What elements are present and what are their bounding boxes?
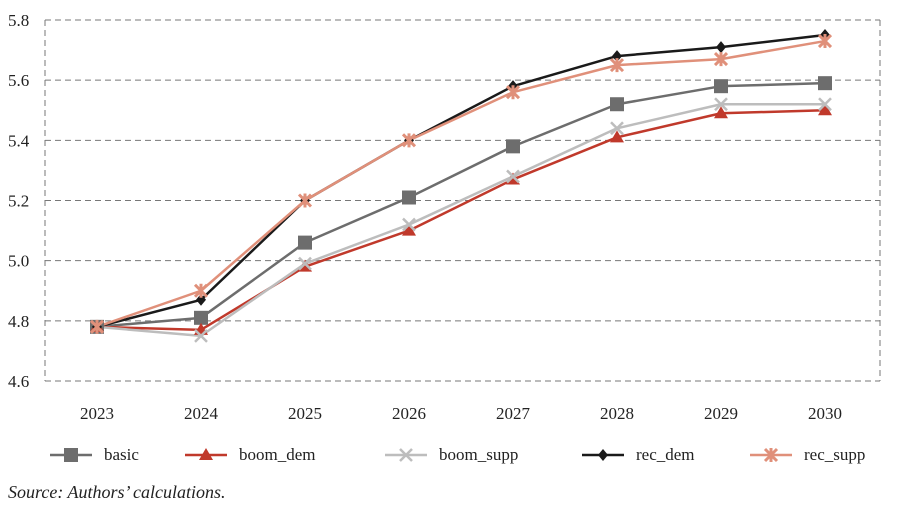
series-line-boom_supp (96, 102, 825, 338)
data-point-boom_supp (402, 217, 416, 232)
data-point-rec_supp (193, 283, 209, 298)
data-point-rec_supp (89, 319, 105, 334)
legend-item-boom_supp: boom_supp (385, 440, 518, 470)
data-point-rec_supp (609, 58, 625, 73)
y-axis-ticks: 4.6 4.8 5.0 5.2 5.4 5.6 5.8 (8, 11, 30, 391)
data-point-boom_dem (402, 223, 416, 236)
y-tick-label: 4.8 (8, 312, 29, 331)
y-tick-label: 5.4 (8, 131, 30, 150)
x-tick-label: 2024 (184, 404, 219, 423)
legend-item-rec_supp: rec_supp (750, 440, 865, 470)
data-point-rec_dem (716, 41, 726, 54)
series-line-rec_supp (96, 39, 826, 329)
x-axis-ticks: 2023 2024 2025 2026 2027 2028 2029 2030 (80, 404, 842, 423)
data-point-basic (818, 76, 832, 91)
x-tick-label: 2028 (600, 404, 634, 423)
data-point-rec_supp (297, 193, 313, 208)
series-lines (96, 33, 826, 338)
legend-item-boom_dem: boom_dem (185, 440, 316, 470)
legend-swatch-diamond-icon (582, 449, 624, 461)
series-line-rec_dem (96, 33, 826, 329)
legend-marker-boom_dem (199, 448, 213, 460)
x-tick-label: 2029 (704, 404, 738, 423)
legend-label: basic (104, 445, 139, 464)
data-point-boom_supp (298, 256, 312, 271)
data-point-boom_supp (610, 121, 624, 136)
data-point-basic (298, 235, 312, 250)
legend-label: rec_dem (636, 445, 695, 464)
legend-label: boom_dem (239, 445, 316, 464)
data-point-rec_supp (401, 133, 417, 148)
data-point-rec_supp (505, 85, 521, 100)
data-point-boom_dem (714, 106, 728, 119)
x-tick-label: 2027 (496, 404, 531, 423)
series-markers (89, 29, 833, 343)
series-line-boom_dem (96, 109, 826, 332)
legend-item-basic: basic (50, 440, 139, 470)
y-tick-label: 5.0 (8, 252, 29, 271)
source-note: Source: Authors’ calculations. (8, 482, 226, 502)
x-tick-label: 2023 (80, 404, 114, 423)
legend-swatch-triangle-icon (185, 448, 227, 460)
x-tick-label: 2025 (288, 404, 322, 423)
legend-marker-rec_dem (598, 449, 608, 461)
data-point-basic (194, 310, 208, 325)
data-point-boom_supp (506, 169, 520, 184)
legend-marker-basic (64, 448, 78, 462)
data-point-boom_dem (610, 130, 624, 143)
legend-marker-rec_supp (763, 447, 779, 463)
data-point-boom_dem (818, 103, 832, 116)
grid (44, 19, 881, 382)
legend: basic boom_dem boom_supp rec_dem rec_supp (0, 440, 900, 470)
y-tick-label: 4.6 (8, 372, 29, 391)
data-point-rec_supp (713, 52, 729, 67)
legend-swatch-asterisk-icon (750, 447, 792, 463)
x-tick-label: 2026 (392, 404, 426, 423)
data-point-rec_dem (196, 293, 206, 306)
data-point-basic (610, 97, 624, 112)
data-point-boom_supp (194, 328, 208, 343)
legend-label: boom_supp (439, 445, 519, 464)
legend-marker-boom_supp (399, 448, 413, 462)
legend-label: rec_supp (804, 445, 866, 464)
legend-swatch-square-icon (50, 448, 92, 462)
legend-item-rec_dem: rec_dem (582, 440, 695, 470)
data-point-rec_supp (817, 33, 833, 49)
data-point-rec_dem (612, 50, 622, 63)
x-tick-label: 2030 (808, 404, 842, 423)
data-point-boom_supp (714, 97, 728, 112)
y-tick-label: 5.2 (8, 192, 29, 211)
legend-swatch-x-icon (385, 448, 427, 462)
y-tick-label: 5.6 (8, 71, 29, 90)
line-chart: 4.64.85.05.25.45.65.8 2023 2024 2025 2026 20… (8, 11, 881, 423)
data-point-basic (506, 139, 520, 154)
y-tick-label: 5.8 (8, 11, 29, 30)
data-point-basic (402, 190, 416, 205)
series-line-basic (96, 81, 826, 329)
data-point-basic (714, 79, 728, 94)
data-point-boom_supp (818, 97, 832, 112)
